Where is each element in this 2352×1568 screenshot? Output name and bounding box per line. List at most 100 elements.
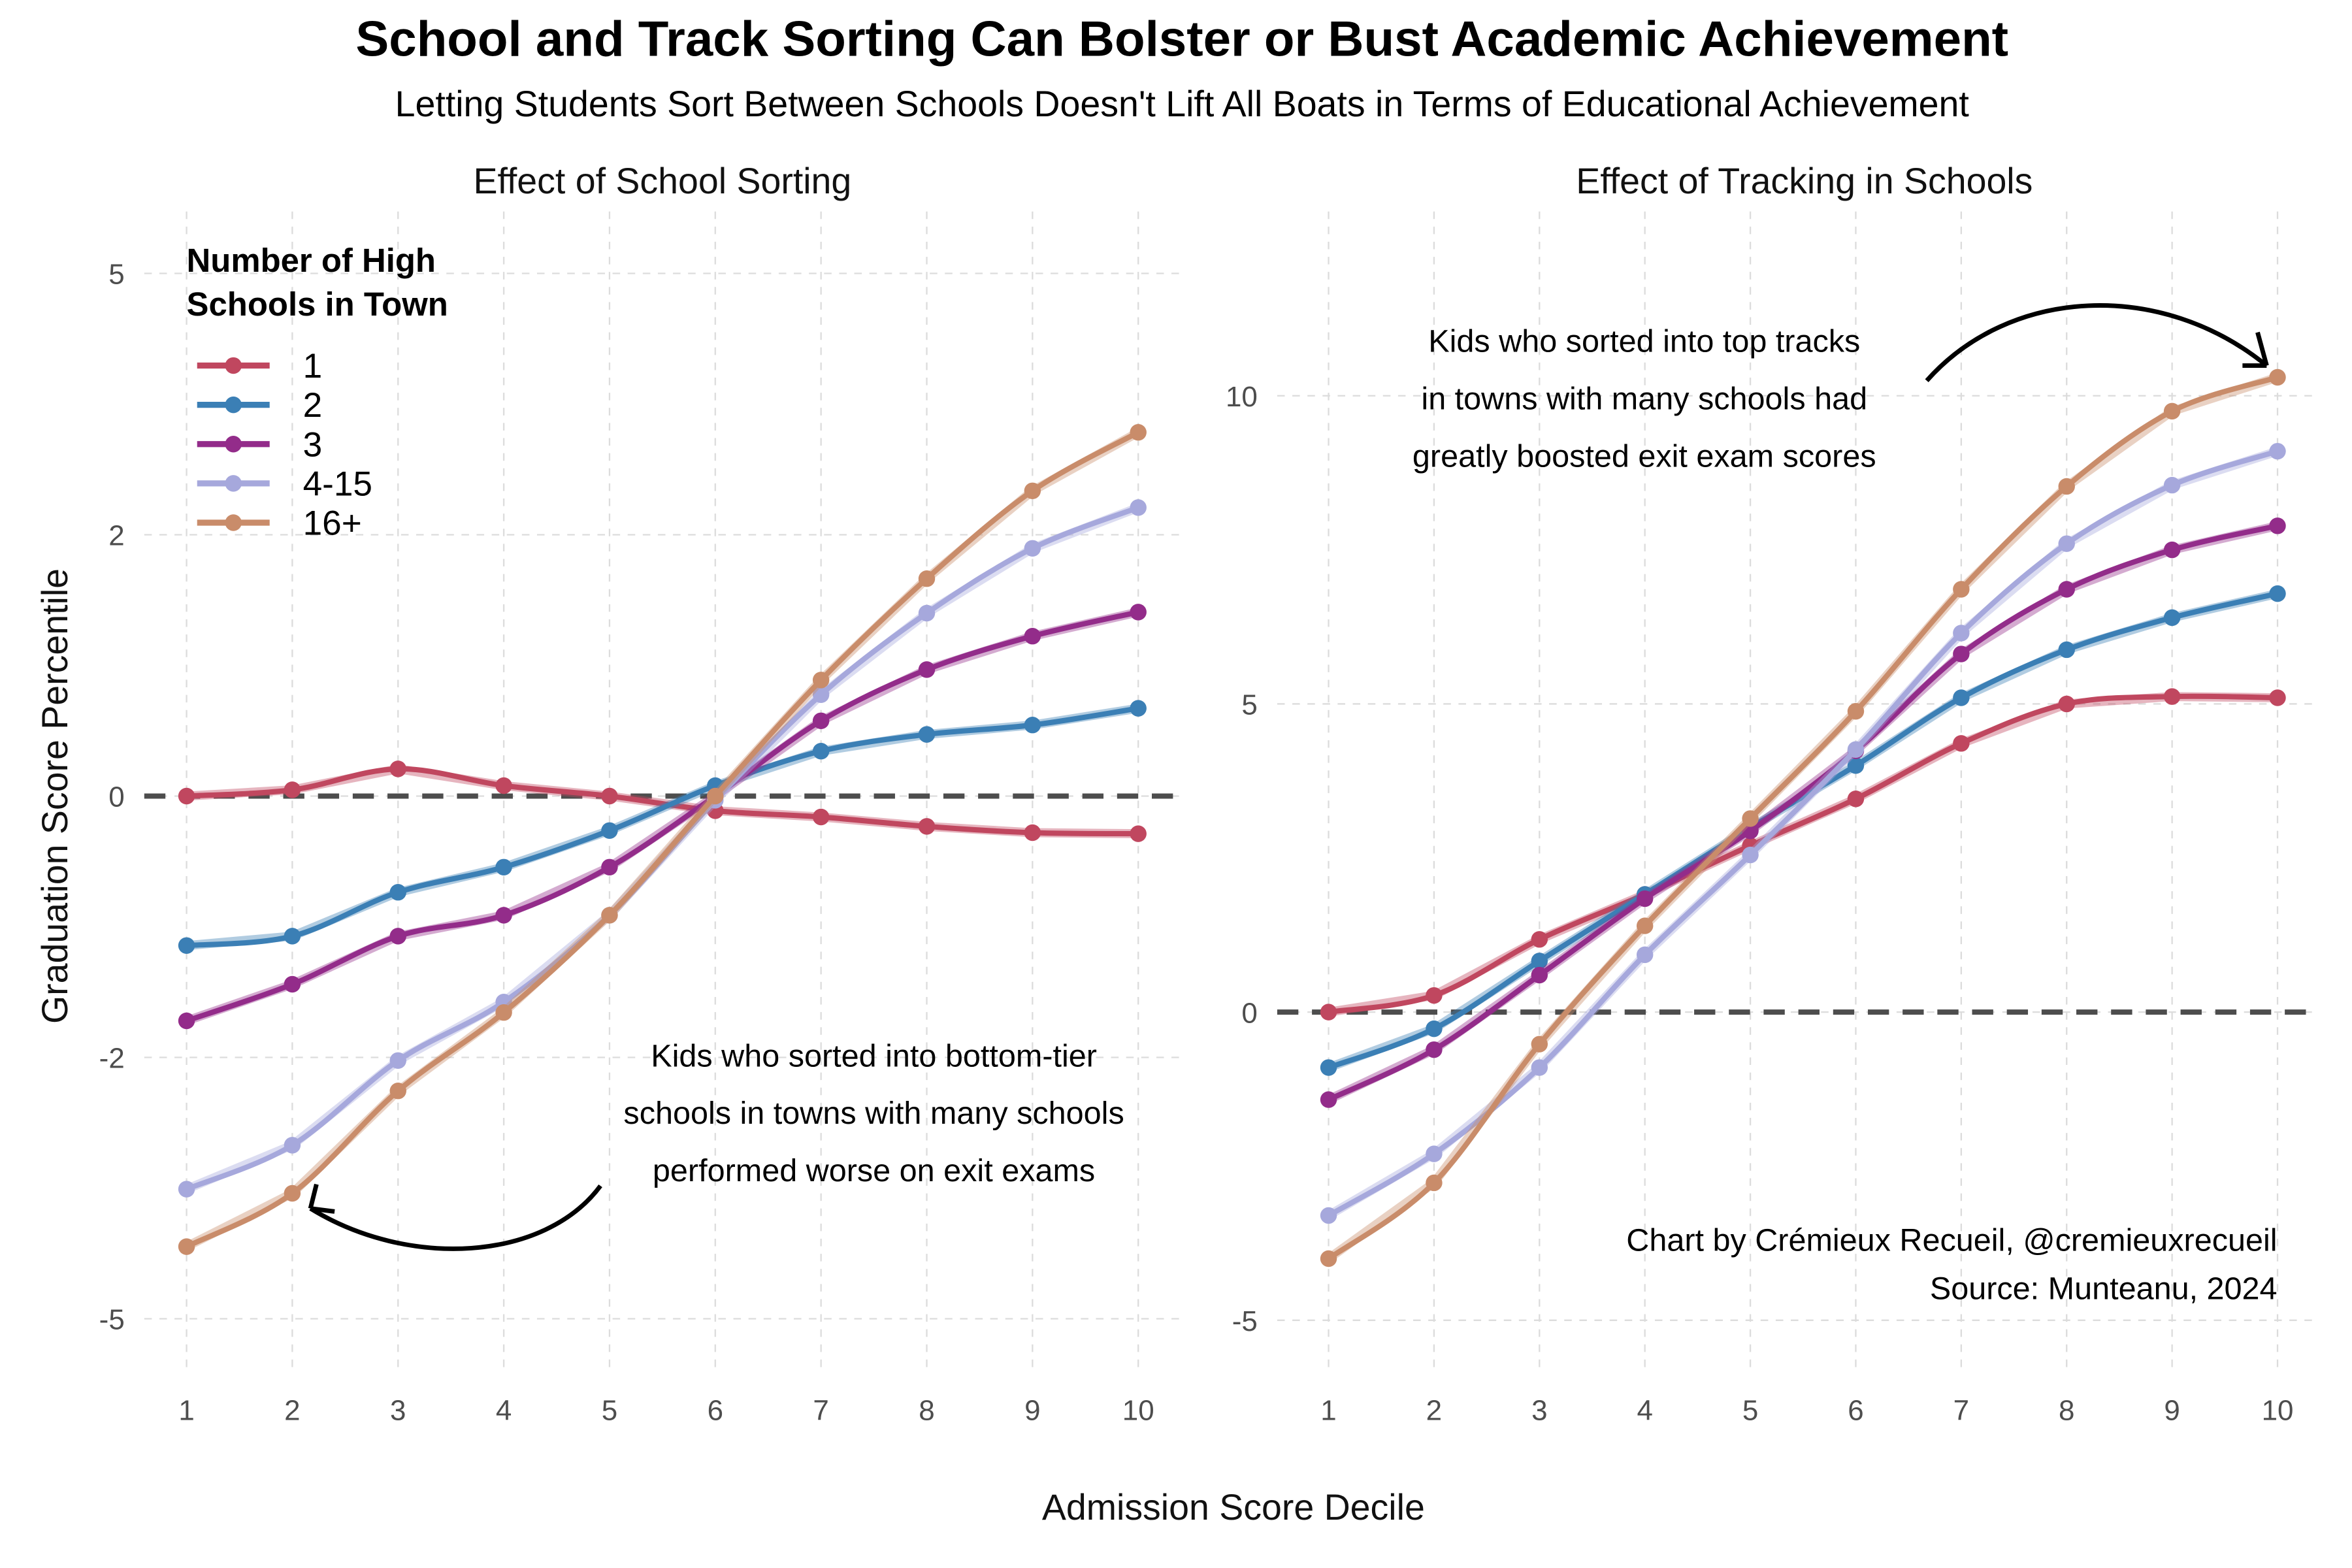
data-point-series-1	[1426, 987, 1443, 1004]
legend-label: 3	[303, 425, 323, 464]
data-point-series-16+	[1426, 1174, 1443, 1192]
smooth-line-series-1	[1328, 693, 2278, 1015]
x-tick-label: 5	[602, 1394, 617, 1426]
data-point-series-16+	[2058, 478, 2075, 495]
x-tick-label: 6	[1848, 1394, 1863, 1426]
data-point-series-3	[1531, 966, 1548, 984]
data-point-series-2	[1953, 689, 1970, 706]
chart-subtitle: Letting Students Sort Between Schools Do…	[395, 84, 1970, 124]
raw-line-series-4-15	[184, 503, 1140, 1194]
y-tick-label: 0	[108, 781, 124, 813]
legend-key-point	[225, 475, 242, 492]
panel-title: Effect of Tracking in Schools	[1576, 161, 2033, 201]
legend-key-point	[225, 436, 242, 453]
smooth-line-series-2	[1328, 591, 2278, 1070]
data-point-series-3	[495, 907, 512, 924]
arrow-head-icon	[308, 1183, 335, 1214]
annotation-text: schools in towns with many schools	[623, 1096, 1124, 1131]
data-point-series-2	[1130, 700, 1147, 717]
data-point-series-2	[1847, 757, 1865, 774]
x-tick-label: 2	[284, 1394, 300, 1426]
smooth-line-series-16+	[1327, 374, 2279, 1261]
smooth-line-series-4-15	[185, 505, 1139, 1192]
x-tick-label: 9	[2164, 1394, 2180, 1426]
data-point-series-16+	[495, 1004, 512, 1021]
x-tick-label: 1	[1320, 1394, 1336, 1426]
smooth-line-series-1	[186, 766, 1139, 837]
chart-title: School and Track Sorting Can Bolster or …	[355, 12, 2008, 67]
data-point-series-1	[1953, 735, 1970, 752]
data-point-series-2	[1024, 716, 1041, 734]
data-point-series-3	[1320, 1091, 1337, 1108]
data-point-series-2	[284, 928, 301, 945]
data-point-series-16+	[2269, 368, 2286, 386]
x-tick-label: 10	[2262, 1394, 2294, 1426]
data-point-series-3	[2163, 541, 2181, 559]
data-point-series-1	[1130, 825, 1147, 842]
data-point-series-3	[1024, 627, 1041, 645]
annotation-arrow-left	[309, 1184, 602, 1251]
data-point-series-1	[284, 781, 301, 798]
data-point-series-3	[1953, 645, 1970, 662]
x-tick-label: 6	[708, 1394, 723, 1426]
data-point-series-2	[389, 883, 406, 901]
data-point-series-1	[1531, 931, 1548, 948]
data-point-series-3	[812, 712, 830, 730]
arrow-head-icon	[2242, 331, 2269, 368]
data-point-series-2	[178, 937, 195, 955]
data-point-series-2	[495, 858, 512, 876]
data-point-series-1	[1847, 791, 1865, 808]
x-tick-label: 4	[496, 1394, 512, 1426]
annotation-text: Kids who sorted into bottom-tier	[651, 1038, 1097, 1073]
data-point-series-1	[1320, 1004, 1337, 1021]
data-point-series-4-15	[1130, 499, 1147, 516]
x-tick-label: 5	[1742, 1394, 1758, 1426]
legend-key-point	[225, 357, 242, 374]
x-tick-label: 8	[919, 1394, 934, 1426]
y-axis-label: Graduation Score Percentile	[35, 568, 75, 1024]
y-tick-label: 0	[1241, 997, 1257, 1029]
data-point-series-2	[601, 822, 618, 840]
data-point-series-4-15	[1847, 741, 1865, 758]
data-point-series-16+	[389, 1082, 406, 1100]
panel-title: Effect of School Sorting	[473, 161, 851, 201]
data-point-series-3	[284, 975, 301, 993]
raw-line-series-2	[1327, 589, 2279, 1072]
data-point-series-4-15	[812, 686, 830, 704]
legend-label: 1	[303, 347, 323, 385]
data-point-series-1	[389, 760, 406, 777]
data-point-series-4-15	[2058, 535, 2075, 552]
legend: Number of High Schools in Town 1234-1516…	[187, 242, 448, 542]
x-tick-label: 1	[178, 1394, 194, 1426]
y-tick-label: -5	[99, 1304, 125, 1336]
data-point-series-16+	[1531, 1036, 1548, 1053]
data-point-series-16+	[812, 672, 830, 689]
data-point-series-2	[918, 726, 936, 743]
y-tick-label: -5	[1232, 1305, 1258, 1337]
data-point-series-4-15	[178, 1181, 195, 1198]
data-point-series-4-15	[1742, 846, 1759, 864]
data-point-series-3	[389, 928, 406, 945]
x-tick-label: 4	[1637, 1394, 1652, 1426]
legend-title-line1: Number of High	[187, 242, 436, 279]
data-point-series-2	[812, 742, 830, 760]
data-point-series-16+	[707, 787, 724, 805]
data-point-series-3	[2058, 581, 2075, 598]
data-point-series-16+	[601, 907, 618, 924]
credit-line: Chart by Crémieux Recueil, @cremieuxrecu…	[1626, 1222, 2277, 1258]
y-tick-label: 10	[1226, 381, 1258, 413]
legend-label: 4-15	[303, 465, 372, 503]
data-point-series-2	[2058, 641, 2075, 659]
data-point-series-1	[495, 777, 512, 794]
x-tick-label: 10	[1122, 1394, 1154, 1426]
data-point-series-4-15	[2163, 476, 2181, 494]
annotation-arrow-right	[1925, 303, 2268, 382]
data-point-series-16+	[178, 1238, 195, 1255]
data-point-series-3	[1636, 890, 1654, 907]
x-tick-label: 3	[1531, 1394, 1547, 1426]
data-point-series-1	[2269, 689, 2286, 706]
data-point-series-4-15	[1426, 1145, 1443, 1162]
data-point-series-2	[1426, 1020, 1443, 1037]
data-point-series-16+	[1024, 482, 1041, 500]
annotation-text: greatly boosted exit exam scores	[1413, 438, 1876, 474]
